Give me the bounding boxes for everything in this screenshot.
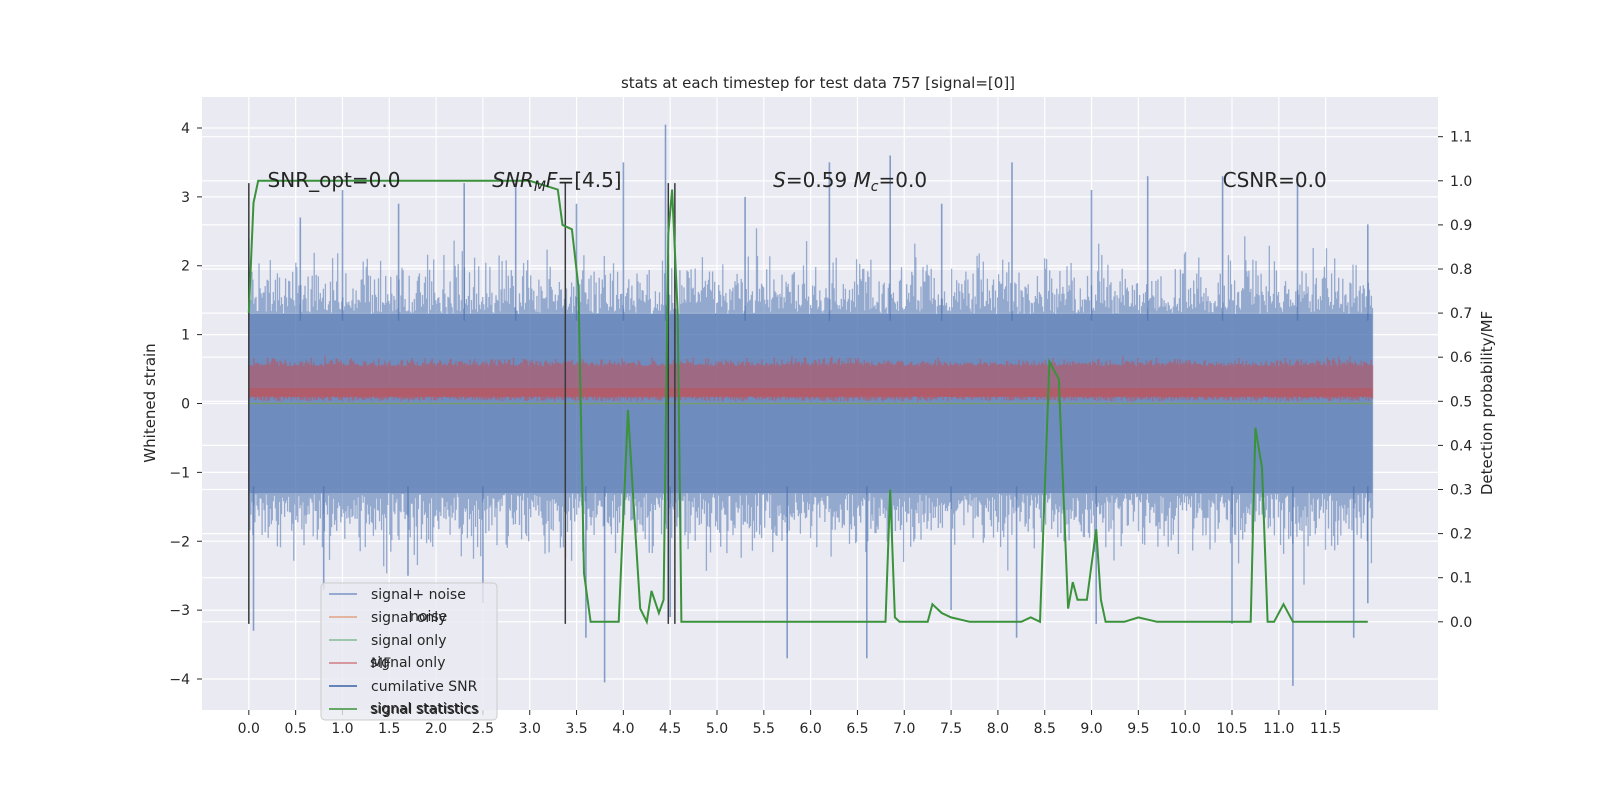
- chart-title: stats at each timestep for test data 757…: [621, 74, 1015, 92]
- x-tick-label: 1.5: [378, 721, 400, 737]
- x-tick-label: 8.5: [1034, 721, 1056, 737]
- x-tick-label: 0.0: [238, 721, 260, 737]
- x-tick-label: 2.0: [425, 721, 447, 737]
- x-tick-label: 0.5: [285, 721, 307, 737]
- x-tick-label: 10.5: [1216, 721, 1247, 737]
- annotation-3: CSNR=0.0: [1223, 168, 1327, 192]
- legend-label-3: MF: [371, 656, 391, 672]
- y-tick-label: 3: [181, 190, 190, 206]
- y-right-tick-label: 0.7: [1450, 306, 1472, 322]
- legend-ghost-label: noise: [410, 609, 447, 625]
- x-tick-label: 6.5: [846, 721, 868, 737]
- annotations: SNR_opt=0.0 SNRMF=[4.5] S=0.59 Mc=0.0 CSNR=…: [268, 168, 1327, 195]
- x-tick-label: 1.0: [331, 721, 353, 737]
- legend-label-0: signal+ noise: [371, 587, 466, 603]
- legend-label-2: signal only: [371, 633, 446, 649]
- legend-label-5: signal statistics: [371, 702, 479, 718]
- x-tick-label: 11.5: [1310, 721, 1341, 737]
- y-right-tick-label: 0.1: [1450, 571, 1472, 587]
- signal-statistics-series: [247, 179, 1368, 626]
- x-tick-label: 6.0: [800, 721, 822, 737]
- x-tick-label: 4.5: [659, 721, 681, 737]
- y-axis-label: Whitened strain: [141, 343, 159, 462]
- y-tick-label: 1: [181, 328, 190, 344]
- x-tick-label: 9.0: [1080, 721, 1102, 737]
- y-right-tick-label: 1.1: [1450, 130, 1472, 146]
- y-tick-label: −3: [169, 603, 190, 619]
- x-tick-label: 7.5: [940, 721, 962, 737]
- legend-ghost-label: signal statistics: [370, 701, 478, 717]
- y-right-tick-label: 0.8: [1450, 262, 1472, 278]
- legend-box: [320, 582, 498, 721]
- legend-label-1: signal only: [371, 610, 446, 626]
- y-right-tick-label: 0.4: [1450, 438, 1472, 454]
- annotation-2: S=0.59 Mc=0.0: [773, 168, 927, 195]
- x-tick-label: 4.0: [612, 721, 634, 737]
- y-right-tick-label: 0.9: [1450, 218, 1472, 234]
- legend-label-4: cumilative SNR: [371, 679, 478, 695]
- y-right-tick-label: 0.5: [1450, 394, 1472, 410]
- y-right-tick-label: 0.6: [1450, 350, 1472, 366]
- x-tick-label: 3.5: [565, 721, 587, 737]
- mf-core-band: [248, 388, 1373, 397]
- annotation-0: SNR_opt=0.0: [268, 168, 401, 192]
- x-tick-label: 5.0: [706, 721, 728, 737]
- y-tick-label: 4: [181, 121, 190, 137]
- annotation-1: SNRMF=[4.5]: [492, 168, 621, 195]
- y-tick-label: −1: [169, 465, 190, 481]
- x-tick-label: 10.0: [1170, 721, 1201, 737]
- y-right-tick-label: 0.0: [1450, 615, 1472, 631]
- legend-ghost-label: signal only: [370, 655, 445, 671]
- y-tick-label: 0: [181, 397, 190, 413]
- y-axis-right-label: Detection probability/MF: [1478, 311, 1496, 495]
- x-tick-label: 2.5: [472, 721, 494, 737]
- signal-statistics-line: [247, 179, 1368, 626]
- x-tick-label: 8.0: [987, 721, 1009, 737]
- y-right-tick-label: 0.2: [1450, 527, 1472, 543]
- x-tick-label: 7.0: [893, 721, 915, 737]
- axis-ticks: 0.0 0.5 1.0 1.5 2.0 2.5 3.0 3.5 4.0 4.5 5.0 5.5 6.0 6…: [169, 121, 1472, 737]
- x-tick-label: 5.5: [753, 721, 775, 737]
- y-tick-label: 2: [181, 259, 190, 275]
- x-tick-label: 9.5: [1127, 721, 1149, 737]
- y-right-tick-label: 1.0: [1450, 174, 1472, 190]
- y-right-tick-label: 0.3: [1450, 482, 1472, 498]
- y-tick-label: −2: [169, 534, 190, 550]
- y-tick-label: −4: [169, 672, 190, 688]
- x-tick-label: 11.0: [1263, 721, 1294, 737]
- x-tick-label: 3.0: [519, 721, 541, 737]
